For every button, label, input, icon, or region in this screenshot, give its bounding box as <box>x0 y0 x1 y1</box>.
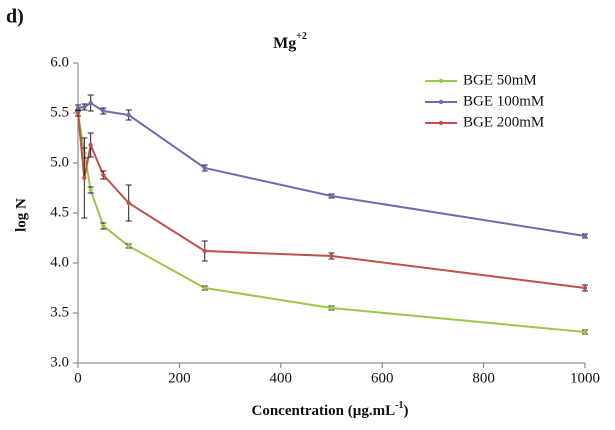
point <box>75 105 81 111</box>
series-line <box>77 112 586 289</box>
point <box>75 110 81 116</box>
point <box>126 243 131 249</box>
xlabel-text: Concentration (µg.mL <box>252 403 396 419</box>
title-sup: +2 <box>296 31 307 42</box>
y-tick-label: 4.5 <box>50 204 69 220</box>
legend-label: BGE 100mM <box>463 93 544 109</box>
title-text: Mg <box>273 35 296 52</box>
point <box>202 165 207 171</box>
point <box>126 200 131 206</box>
point <box>329 305 334 311</box>
x-tick-label: 800 <box>472 370 495 386</box>
legend-marker <box>438 78 444 84</box>
panel-label: d) <box>6 6 24 28</box>
legend-marker <box>438 99 444 105</box>
point <box>202 248 207 254</box>
x-tick-label: 1000 <box>570 370 600 386</box>
point <box>82 175 87 181</box>
xlabel-sup: -1 <box>395 400 403 411</box>
y-tick-label: 6.0 <box>50 54 69 70</box>
point <box>202 285 207 291</box>
x-tick-label: 0 <box>74 370 82 386</box>
y-axis-label: log N <box>13 198 29 232</box>
point <box>101 172 106 178</box>
point <box>329 253 334 259</box>
point <box>582 329 588 335</box>
y-tick-label: 3.5 <box>50 304 69 320</box>
xlabel-end: ) <box>403 403 408 419</box>
point <box>101 223 106 229</box>
point <box>82 104 87 110</box>
chart-title: Mg+2 <box>273 31 307 51</box>
y-tick-label: 5.0 <box>50 154 69 170</box>
x-axis-label: Concentration (µg.mL-1) <box>252 400 409 419</box>
point <box>88 142 93 148</box>
x-tick-label: 400 <box>270 370 293 386</box>
y-tick-label: 5.5 <box>50 104 69 120</box>
x-tick-label: 600 <box>371 370 394 386</box>
point <box>101 108 106 114</box>
x-tick-label: 200 <box>168 370 191 386</box>
point <box>88 100 93 106</box>
point <box>582 285 588 291</box>
legend-label: BGE 200mM <box>463 114 544 130</box>
legend-label: BGE 50mM <box>463 72 537 88</box>
point <box>126 112 131 118</box>
point <box>88 187 93 193</box>
series-line <box>77 112 586 333</box>
y-tick-label: 3.0 <box>50 354 69 370</box>
point <box>582 233 588 239</box>
legend-marker <box>438 120 444 126</box>
y-tick-label: 4.0 <box>50 254 69 270</box>
point <box>329 193 334 199</box>
